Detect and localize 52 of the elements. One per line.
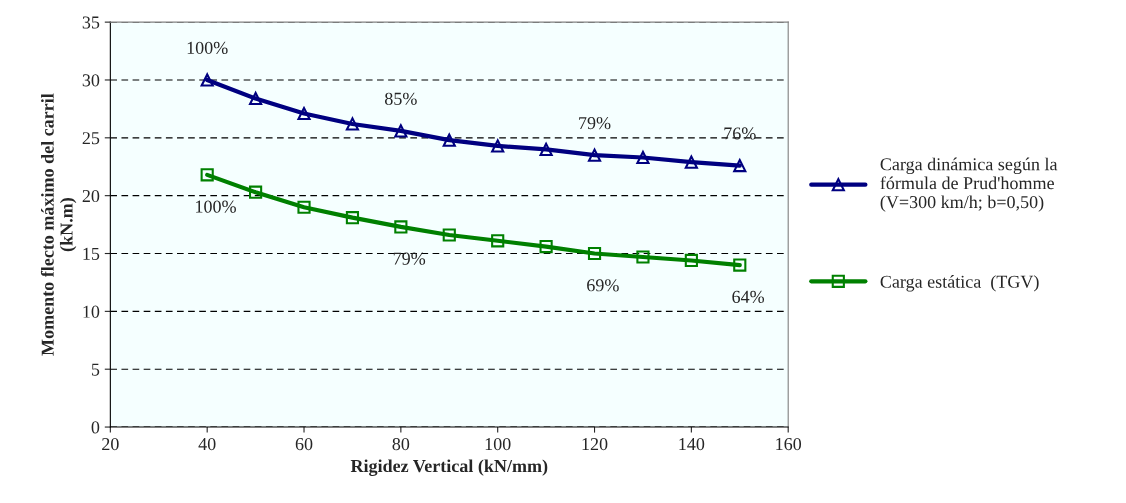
point [491,234,505,248]
y-tick-label: 20 [82,189,100,203]
point [345,211,360,225]
point [297,200,311,214]
y-tick-label: 25 [82,132,100,145]
annotation: 76% [724,127,756,140]
annotation: 79% [393,252,426,265]
point [539,239,553,254]
point [249,185,263,199]
point [200,73,214,87]
x-tick-label: 120 [582,437,608,451]
x-axis-title: Rigidez Vertical (kN/mm) [350,459,548,476]
y-axis-title: Momento flecto máximo del carril (kN.m) [40,93,77,356]
point [491,139,505,153]
y-tick-label: 5 [91,363,100,376]
x-tick-label: 20 [102,437,119,451]
point [539,142,553,156]
x-tick-label: 80 [392,437,410,451]
point [249,91,263,106]
point [442,133,456,147]
x-tick-label: 40 [198,437,216,451]
annotation: 79% [579,116,611,130]
point [636,150,650,165]
point [587,246,602,261]
point [200,168,214,182]
y-tick-label: 30 [82,74,100,87]
x-tick-label: 160 [776,437,802,451]
x-tick-label: 60 [295,437,313,451]
point [684,253,698,268]
legend-label: Carga dinámica según la fórmula de Prud'homme (V=300 km/h; b=0,50) [880,157,1058,212]
point [587,148,602,162]
point [394,220,408,234]
point [733,258,747,272]
y-tick-label: 10 [83,305,100,318]
legend-label: Carga estática (TGV) [880,275,1039,292]
point [684,155,698,169]
x-tick-label: 140 [679,437,705,451]
point [394,124,408,138]
x-tick-label: 100 [485,437,511,451]
point [442,228,456,242]
point [297,106,311,121]
point [733,158,747,173]
annotation: 64% [732,290,765,303]
point [636,250,650,264]
y-tick-label: 35 [82,16,100,29]
annotation: 100% [196,200,236,213]
annotation: 85% [385,92,417,105]
point [345,117,360,131]
y-tick-label: 0 [91,421,100,434]
annotation: 100% [187,41,228,54]
annotation: 69% [587,279,619,292]
y-tick-label: 15 [83,247,100,260]
